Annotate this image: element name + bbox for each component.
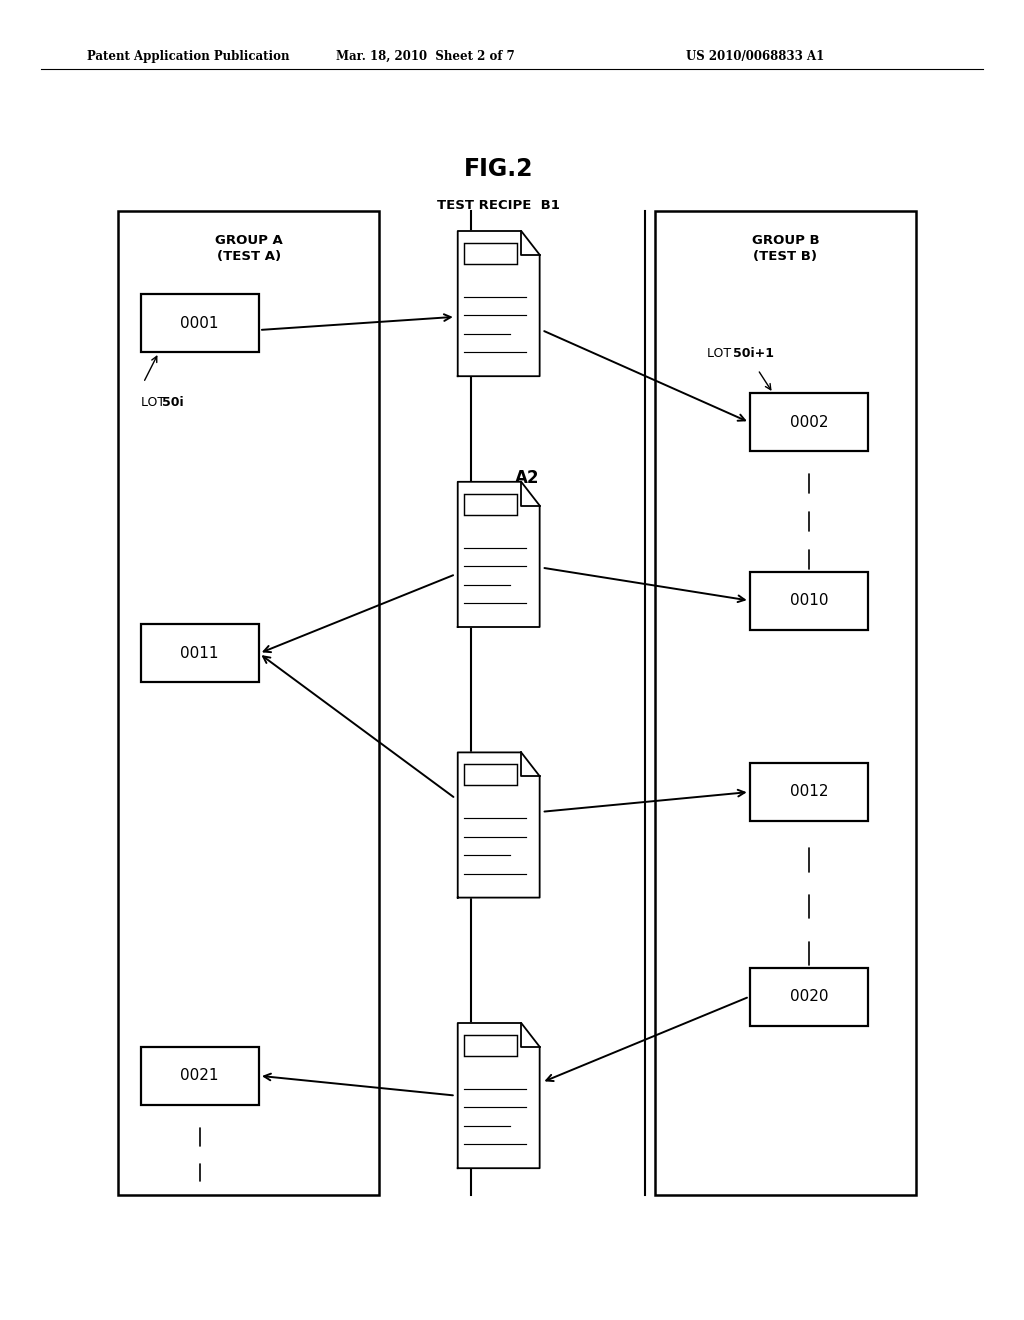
Bar: [464, 1035, 517, 1056]
Text: LOT: LOT: [707, 347, 734, 360]
Bar: [141, 1047, 258, 1105]
Bar: [655, 211, 916, 1195]
Bar: [464, 243, 517, 264]
Bar: [464, 494, 517, 515]
Polygon shape: [458, 752, 540, 898]
Text: 0001: 0001: [180, 315, 219, 331]
Text: 50i: 50i: [162, 396, 183, 409]
Text: LOT: LOT: [141, 396, 169, 409]
Text: Patent Application Publication: Patent Application Publication: [87, 50, 290, 63]
Text: GROUP B
(TEST B): GROUP B (TEST B): [752, 234, 819, 263]
Bar: [750, 763, 868, 821]
Bar: [141, 294, 258, 352]
Text: 50i+1: 50i+1: [733, 347, 774, 360]
Bar: [750, 572, 868, 630]
Text: 0021: 0021: [180, 1068, 219, 1084]
Text: A2: A2: [479, 469, 540, 496]
Polygon shape: [458, 1023, 540, 1168]
Polygon shape: [458, 231, 540, 376]
Text: TEST RECIPE  B1: TEST RECIPE B1: [437, 199, 560, 213]
Bar: [750, 968, 868, 1026]
Text: 0011: 0011: [180, 645, 219, 661]
Text: 0012: 0012: [790, 784, 828, 800]
Text: 0020: 0020: [790, 989, 828, 1005]
Polygon shape: [458, 482, 540, 627]
Text: US 2010/0068833 A1: US 2010/0068833 A1: [686, 50, 824, 63]
Bar: [464, 764, 517, 785]
Text: 0002: 0002: [790, 414, 828, 430]
Bar: [118, 211, 379, 1195]
Text: FIG.2: FIG.2: [464, 157, 534, 181]
Text: Mar. 18, 2010  Sheet 2 of 7: Mar. 18, 2010 Sheet 2 of 7: [336, 50, 514, 63]
Text: 0010: 0010: [790, 593, 828, 609]
Bar: [141, 624, 258, 682]
Bar: [750, 393, 868, 451]
Text: GROUP A
(TEST A): GROUP A (TEST A): [215, 234, 283, 263]
